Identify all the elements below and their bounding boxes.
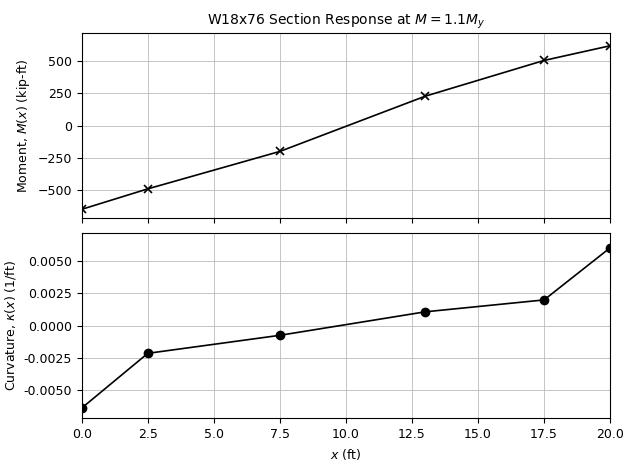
X-axis label: $x$ (ft): $x$ (ft) — [330, 446, 362, 462]
Y-axis label: Moment, $M(x)$ (kip-ft): Moment, $M(x)$ (kip-ft) — [15, 58, 32, 193]
Title: W18x76 Section Response at $M=1.1M_y$: W18x76 Section Response at $M=1.1M_y$ — [207, 12, 485, 31]
Y-axis label: Curvature, $\kappa(x)$ (1/ft): Curvature, $\kappa(x)$ (1/ft) — [3, 260, 18, 391]
